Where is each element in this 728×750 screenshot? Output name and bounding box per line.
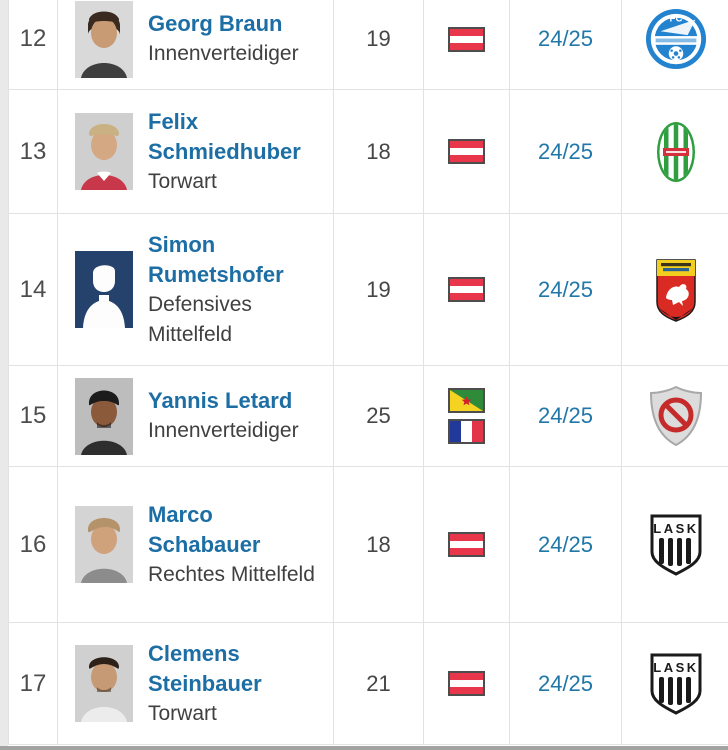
nationality-cell — [424, 623, 510, 744]
france-flag-icon — [448, 419, 485, 444]
badge-fc-text: FC — [669, 14, 682, 25]
player-cell: Felix Schmiedhuber Torwart — [58, 90, 334, 213]
blue-circle-fc-badge-icon[interactable]: FC — [645, 8, 707, 70]
player-cell: Simon Rumetshofer Defensives Mittelfeld — [58, 214, 334, 365]
green-white-striped-badge-icon[interactable] — [656, 121, 696, 183]
player-name-link[interactable]: Clemens Steinbauer — [148, 640, 262, 696]
player-text: Simon Rumetshofer Defensives Mittelfeld — [148, 230, 320, 350]
season-link[interactable]: 24/25 — [510, 214, 622, 365]
player-position: Defensives Mittelfeld — [148, 292, 252, 346]
player-name-link[interactable]: Yannis Letard — [148, 388, 293, 413]
french-guiana-flag-icon — [448, 388, 485, 413]
squad-table: 12 Georg Braun Innenverteidiger 19 — [8, 0, 728, 745]
lask-badge-text: LASK — [653, 660, 698, 675]
table-row: 16 Marco Schabauer Rechtes Mittelfeld 18 — [9, 467, 728, 623]
shirt-number: 17 — [9, 623, 58, 744]
club-cell[interactable] — [622, 366, 728, 466]
player-age: 19 — [334, 214, 424, 365]
no-club-shield-badge-icon[interactable] — [648, 385, 704, 447]
player-text: Georg Braun Innenverteidiger — [148, 9, 320, 69]
austria-flag-icon — [448, 139, 485, 164]
player-position: Rechtes Mittelfeld — [148, 562, 315, 586]
player-photo[interactable] — [75, 0, 133, 78]
page-background-strip — [0, 0, 8, 750]
player-text: Marco Schabauer Rechtes Mittelfeld — [148, 500, 320, 590]
shirt-number: 15 — [9, 366, 58, 466]
player-name-link[interactable]: Georg Braun — [148, 11, 283, 36]
club-cell[interactable]: LASK — [622, 467, 728, 622]
player-cell: Marco Schabauer Rechtes Mittelfeld — [58, 467, 334, 622]
player-age: 19 — [334, 0, 424, 89]
nationality-cell — [424, 0, 510, 89]
season-link[interactable]: 24/25 — [510, 366, 622, 466]
table-row: 17 Clemens Steinbauer Torwart 21 — [9, 623, 728, 745]
austria-flag-icon — [448, 277, 485, 302]
table-row: 12 Georg Braun Innenverteidiger 19 — [9, 0, 728, 90]
player-cell: Yannis Letard Innenverteidiger — [58, 366, 334, 466]
player-name-link[interactable]: Felix Schmiedhuber — [148, 108, 301, 164]
season-link[interactable]: 24/25 — [510, 0, 622, 89]
season-link[interactable]: 24/25 — [510, 623, 622, 744]
table-row: 14 Simon Rumetshofer Defensives Mittelfe… — [9, 214, 728, 366]
player-name-link[interactable]: Simon Rumetshofer — [148, 231, 284, 287]
player-photo-placeholder[interactable] — [75, 251, 133, 328]
austria-flag-icon — [448, 26, 485, 52]
player-position: Torwart — [148, 701, 217, 725]
player-text: Felix Schmiedhuber Torwart — [148, 107, 320, 197]
player-cell: Clemens Steinbauer Torwart — [58, 623, 334, 744]
season-link[interactable]: 24/25 — [510, 467, 622, 622]
nationality-cell — [424, 366, 510, 466]
player-cell: Georg Braun Innenverteidiger — [58, 0, 334, 89]
austria-flag-icon — [448, 671, 485, 696]
shirt-number: 14 — [9, 214, 58, 365]
table-row: 15 Yannis Letard Innenverteidiger 25 — [9, 366, 728, 467]
player-position: Torwart — [148, 169, 217, 193]
nationality-cell — [424, 214, 510, 365]
player-text: Yannis Letard Innenverteidiger — [148, 386, 320, 446]
austria-flag-icon — [448, 532, 485, 557]
nationality-cell — [424, 467, 510, 622]
shirt-number: 16 — [9, 467, 58, 622]
player-position: Innenverteidiger — [148, 419, 299, 442]
player-photo[interactable] — [75, 645, 133, 722]
player-position: Innenverteidiger — [148, 42, 299, 65]
club-cell[interactable] — [622, 214, 728, 365]
season-link[interactable]: 24/25 — [510, 90, 622, 213]
player-photo[interactable] — [75, 377, 133, 455]
yellow-red-lion-shield-badge-icon[interactable] — [655, 258, 697, 322]
player-text: Clemens Steinbauer Torwart — [148, 639, 320, 729]
lask-badge-icon[interactable]: LASK — [650, 514, 702, 576]
player-photo[interactable] — [75, 506, 133, 583]
bottom-divider-bar — [0, 746, 728, 750]
club-cell[interactable]: FC — [622, 0, 728, 89]
club-cell[interactable] — [622, 90, 728, 213]
nationality-cell — [424, 90, 510, 213]
player-photo[interactable] — [75, 113, 133, 190]
shirt-number: 13 — [9, 90, 58, 213]
lask-badge-icon[interactable]: LASK — [650, 653, 702, 715]
player-age: 18 — [334, 467, 424, 622]
lask-badge-text: LASK — [653, 521, 698, 536]
player-age: 21 — [334, 623, 424, 744]
club-cell[interactable]: LASK — [622, 623, 728, 744]
player-name-link[interactable]: Marco Schabauer — [148, 501, 261, 557]
player-age: 18 — [334, 90, 424, 213]
player-age: 25 — [334, 366, 424, 466]
shirt-number: 12 — [9, 0, 58, 89]
table-row: 13 Felix Schmiedhuber Torwart 18 — [9, 90, 728, 214]
